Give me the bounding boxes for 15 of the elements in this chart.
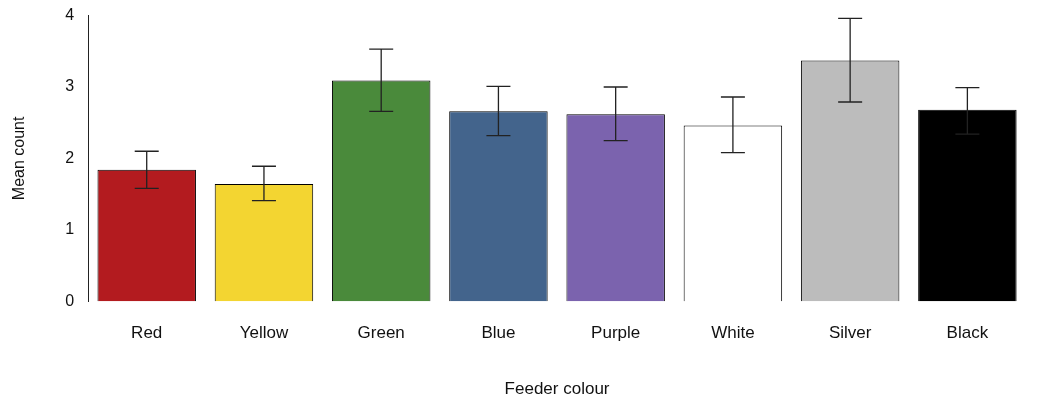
- x-tick-label: Black: [946, 323, 989, 343]
- y-tick-label: 4: [65, 6, 75, 24]
- x-tick-label: White: [711, 323, 755, 343]
- x-axis-title: Feeder colour: [504, 379, 610, 399]
- y-tick-label: 2: [65, 148, 75, 166]
- x-tick-label: Silver: [828, 323, 872, 343]
- x-tick-label: Green: [357, 323, 405, 343]
- y-axis-title: Mean count: [10, 116, 28, 201]
- x-tick-label: Blue: [481, 323, 516, 343]
- x-tick-label: Purple: [591, 323, 641, 343]
- x-tick-label: Yellow: [239, 323, 289, 343]
- y-tick-label: 1: [65, 220, 75, 238]
- x-tick-label: Red: [131, 323, 163, 343]
- y-tick-label: 0: [65, 291, 75, 309]
- y-tick-label: 3: [65, 77, 75, 95]
